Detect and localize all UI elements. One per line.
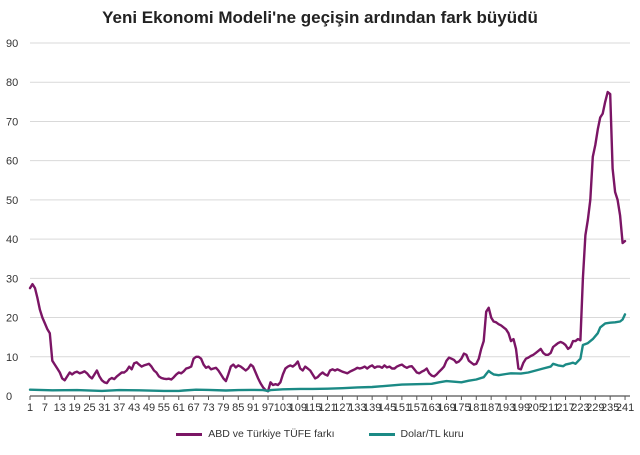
x-tick-label: 175 [452,402,470,414]
y-tick-label: 90 [6,38,18,50]
x-tick-label: 235 [601,402,619,414]
x-tick-label: 199 [512,402,530,414]
x-tick-label: 109 [289,402,307,414]
x-tick-label: 145 [378,402,396,414]
x-tick-label: 223 [571,402,589,414]
legend: ABD ve Türkiye TÜFE farkı Dolar/TL kuru [0,428,640,440]
gridlines [30,42,630,397]
x-tick-label: 181 [467,402,485,414]
x-tick-label: 103 [274,402,292,414]
x-tick-label: 211 [542,402,560,414]
legend-label-usd-try: Dolar/TL kuru [400,428,464,440]
x-tick-label: 139 [363,402,381,414]
y-tick-label: 80 [6,77,18,89]
x-tick-label: 19 [69,402,81,414]
x-tick-label: 61 [173,402,185,414]
x-tick-label: 115 [304,402,322,414]
series-lines [28,90,627,393]
legend-label-cpi-gap: ABD ve Türkiye TÜFE farkı [208,428,335,440]
y-tick-label: 70 [6,116,18,128]
x-tick-label: 217 [556,402,574,414]
x-tick-label: 25 [83,402,95,414]
y-tick-label: 0 [6,391,12,403]
x-tick-label: 73 [202,402,214,414]
x-tick-label: 43 [128,402,140,414]
x-tick-label: 91 [247,402,259,414]
x-tick-label: 187 [482,402,500,414]
x-tick-label: 31 [98,402,110,414]
y-tick-label: 60 [6,156,18,168]
x-tick-label: 127 [333,402,351,414]
x-tick-label: 85 [232,402,244,414]
x-tick-label: 151 [393,402,411,414]
legend-swatch-cpi-gap [176,432,203,436]
x-tick-label: 229 [586,402,604,414]
x-tick-label: 163 [422,402,440,414]
y-tick-label: 10 [6,352,18,364]
x-tick-label: 7 [42,402,48,414]
x-tick-label: 79 [217,402,229,414]
y-tick-label: 20 [6,313,18,325]
x-tick-label: 37 [113,402,125,414]
x-tick-label: 241 [616,402,634,414]
legend-item-cpi-gap: ABD ve Türkiye TÜFE farkı [176,428,335,440]
y-axis-ticks: 0 10 20 30 40 50 60 70 80 90 [6,38,18,403]
chart-title: Yeni Ekonomi Modeli'ne geçişin ardından … [102,8,538,27]
y-tick-label: 40 [6,234,18,246]
x-tick-label: 67 [188,402,200,414]
x-tick-label: 157 [408,402,426,414]
x-tick-label: 169 [437,402,455,414]
x-tick-label: 193 [497,402,515,414]
legend-swatch-usd-try [368,432,395,436]
x-axis-ticks: 1 7 13 19 25 31 37 43 49 55 61 67 73 79 85 91 97 10310911… [27,396,634,414]
x-tick-label: 133 [348,402,366,414]
y-tick-label: 30 [6,273,18,285]
legend-item-usd-try: Dolar/TL kuru [368,428,464,440]
series-line-cpi-gap [28,90,627,393]
y-tick-label: 50 [6,195,18,207]
x-tick-label: 55 [158,402,170,414]
x-tick-label: 205 [527,402,545,414]
x-tick-label: 121 [318,402,336,414]
x-tick-label: 49 [143,402,155,414]
series-line-usd-try [28,313,627,393]
x-tick-label: 13 [54,402,66,414]
x-tick-label: 97 [262,402,274,414]
x-tick-label: 1 [27,402,33,414]
